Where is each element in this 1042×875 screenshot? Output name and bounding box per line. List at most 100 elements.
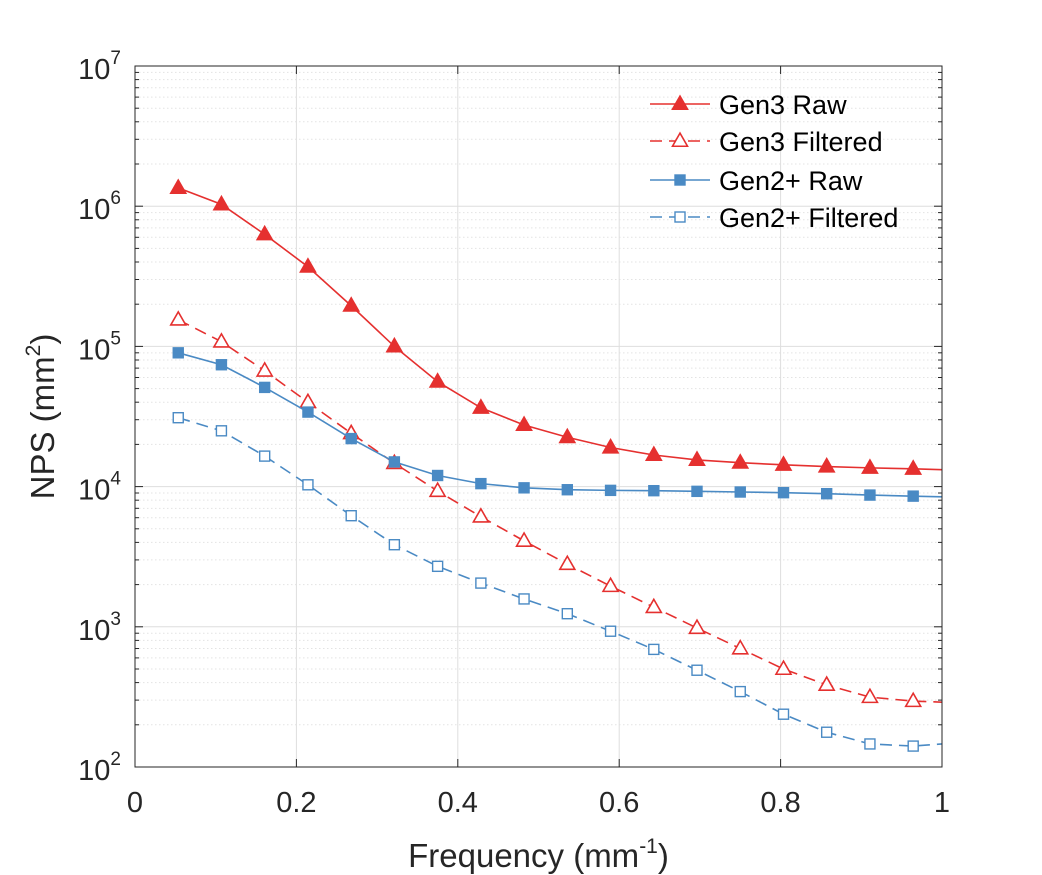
data-point-gen3-raw <box>428 372 447 388</box>
x-axis-title-text: Frequency (mm <box>408 837 639 874</box>
data-point-gen3-raw <box>904 459 923 475</box>
data-point-gen2-plus-raw <box>475 477 487 490</box>
data-point-gen3-raw <box>731 453 750 469</box>
y-axis-title-exponent: 2 <box>22 345 45 357</box>
data-point-gen3-filtered <box>212 332 231 348</box>
series-gen3-raw <box>169 178 943 475</box>
data-point-gen2-plus-raw <box>734 486 746 498</box>
data-point-gen2-plus-filtered <box>302 479 314 491</box>
data-point-gen3-filtered <box>688 618 706 635</box>
data-point-gen2-plus-raw <box>604 484 617 497</box>
data-point-gen2-plus-raw <box>345 432 357 445</box>
series-layer <box>169 178 943 752</box>
data-point-gen3-raw <box>169 178 188 194</box>
data-point-gen2-plus-filtered <box>864 738 876 750</box>
data-point-gen2-plus-raw <box>820 487 833 500</box>
data-point-gen3-filtered <box>169 310 188 326</box>
x-tick-label: 1 <box>934 787 950 819</box>
data-point-gen3-filtered <box>299 392 317 409</box>
data-point-gen2-plus-raw <box>864 489 876 501</box>
data-point-gen3-filtered <box>515 531 533 547</box>
data-point-gen2-plus-raw <box>431 469 444 482</box>
data-point-gen2-plus-raw <box>777 486 790 499</box>
data-point-gen2-plus-filtered <box>907 740 919 752</box>
data-point-gen3-filtered <box>601 576 620 593</box>
data-point-gen3-raw <box>601 438 620 454</box>
data-point-gen2-plus-filtered <box>475 577 487 589</box>
data-point-gen2-plus-filtered <box>691 664 703 676</box>
data-point-gen3-filtered <box>774 659 793 676</box>
legend-label: Gen2+ Filtered <box>719 203 898 233</box>
data-point-gen2-plus-filtered <box>604 625 617 637</box>
x-axis-title: Frequency (mm-1) <box>408 835 669 874</box>
data-point-gen2-plus-raw <box>648 484 660 497</box>
data-point-gen2-plus-raw <box>172 347 184 359</box>
data-point-gen3-filtered <box>861 687 879 704</box>
x-tick-label: 0.4 <box>438 787 478 819</box>
data-point-gen3-filtered <box>904 691 923 708</box>
axis-ticks <box>134 65 943 768</box>
y-axis-title: NPS (mm2) <box>22 334 61 500</box>
legend-label: Gen2+ Raw <box>719 166 863 196</box>
series-gen2-plus-raw <box>172 347 943 502</box>
data-point-gen2-plus-filtered <box>777 708 790 720</box>
data-point-gen3-filtered <box>255 361 274 377</box>
data-point-gen2-plus-filtered <box>518 593 530 605</box>
legend-entry-gen3-filtered: Gen3 Filtered <box>650 127 883 157</box>
data-point-gen2-plus-filtered <box>734 685 746 698</box>
y-tick-label: 104 <box>78 469 121 507</box>
legend-marker <box>674 174 686 186</box>
legend-marker <box>674 211 686 223</box>
data-point-gen2-plus-filtered <box>345 510 357 522</box>
y-tick-label: 103 <box>78 609 121 647</box>
data-point-gen3-raw <box>558 427 577 444</box>
data-point-gen2-plus-filtered <box>172 412 184 424</box>
data-point-gen3-raw <box>644 445 663 462</box>
data-point-gen3-filtered <box>472 507 490 523</box>
legend-marker <box>671 131 689 148</box>
data-point-gen3-raw <box>212 194 231 211</box>
data-point-gen2-plus-filtered <box>258 450 271 462</box>
series-gen3-filtered <box>169 310 943 708</box>
legend-label: Gen3 Raw <box>719 90 847 120</box>
data-point-gen3-raw <box>255 224 274 241</box>
data-point-gen2-plus-raw <box>258 381 271 394</box>
x-axis-title-exponent: -1 <box>639 835 658 858</box>
data-point-gen3-raw <box>774 455 793 471</box>
y-tick-label: 106 <box>78 188 121 226</box>
data-point-gen2-plus-filtered <box>820 726 833 738</box>
legend-entry-gen3-raw: Gen3 Raw <box>650 90 847 120</box>
data-point-gen2-plus-filtered <box>561 608 574 620</box>
data-point-gen3-raw <box>688 450 706 466</box>
data-point-gen3-filtered <box>644 597 663 614</box>
data-point-gen3-raw <box>342 296 361 312</box>
x-tick-label: 0.2 <box>276 787 316 819</box>
plot-frame <box>134 65 943 768</box>
data-point-gen2-plus-filtered <box>648 643 660 656</box>
data-point-gen3-raw <box>385 336 404 353</box>
x-tick-label: 0 <box>127 787 143 819</box>
data-point-gen2-plus-filtered <box>388 539 401 551</box>
data-point-gen2-plus-filtered <box>431 560 444 573</box>
y-tick-label: 102 <box>78 749 121 787</box>
x-axis-title-close: ) <box>658 837 669 874</box>
data-point-gen3-filtered <box>428 481 447 498</box>
series-line-gen2-plus-raw <box>178 352 943 498</box>
data-point-gen2-plus-raw <box>691 485 703 498</box>
data-point-gen3-filtered <box>558 554 577 571</box>
legend: Gen3 Raw Gen3 Filtered Gen2+ Raw Gen2+ Filt… <box>650 90 898 233</box>
data-point-gen3-raw <box>817 457 836 473</box>
y-tick-label: 105 <box>78 328 121 366</box>
legend-entry-gen2-plus-filtered: Gen2+ Filtered <box>650 203 898 233</box>
data-point-gen2-plus-raw <box>518 482 530 494</box>
y-tick-labels: 102 103 104 105 106 107 <box>78 48 121 787</box>
data-point-gen2-plus-raw <box>215 359 228 371</box>
data-point-gen3-raw <box>515 415 533 432</box>
data-point-gen2-plus-raw <box>388 456 401 468</box>
data-point-gen3-raw <box>472 398 490 414</box>
legend-marker <box>671 94 689 111</box>
data-point-gen3-raw <box>861 458 879 474</box>
data-point-gen3-raw <box>299 257 317 273</box>
legend-label: Gen3 Filtered <box>719 127 883 157</box>
